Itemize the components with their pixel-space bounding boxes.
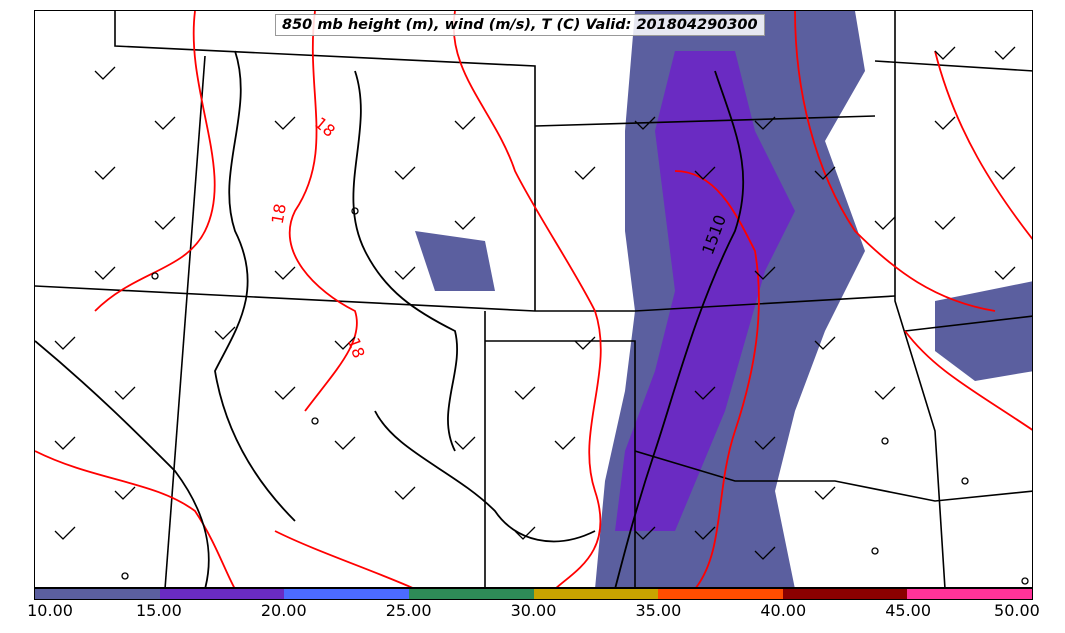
colorbar-tick-label: 10.00 bbox=[27, 601, 73, 620]
map-title: 850 mb height (m), wind (m/s), T (C) Val… bbox=[275, 14, 765, 36]
shaded-band bbox=[415, 11, 1032, 587]
weather-map: 18 18 18 1510 bbox=[35, 11, 1032, 587]
colorbar-tick-labels: 10.00 15.00 20.00 25.00 30.00 35.00 40.00 45.00… bbox=[27, 601, 1040, 623]
colorbar-segment bbox=[408, 589, 534, 599]
shaded-patch-west bbox=[415, 231, 495, 291]
colorbar-segment bbox=[159, 589, 285, 599]
colorbar-tick-label: 30.00 bbox=[510, 601, 557, 620]
shaded-patch-east bbox=[935, 281, 1032, 381]
colorbar-segment bbox=[35, 589, 160, 599]
state-borders bbox=[35, 11, 1032, 587]
colorbar-tick-label: 15.00 bbox=[135, 601, 182, 620]
shaded-band-heavy bbox=[615, 51, 795, 531]
colorbar-tick-label: 45.00 bbox=[885, 601, 932, 620]
colorbar-segment bbox=[533, 589, 659, 599]
map-panel: 18 18 18 1510 850 mb height (m), wind (m… bbox=[34, 10, 1033, 588]
height-contours bbox=[35, 50, 745, 587]
temp-label-2: 18 bbox=[268, 202, 290, 225]
colorbar-tick-label: 35.00 bbox=[635, 601, 682, 620]
colorbar-tick-label: 25.00 bbox=[385, 601, 432, 620]
colorbar-segment bbox=[284, 589, 409, 599]
colorbar-tick-label: 40.00 bbox=[760, 601, 807, 620]
temp-label-3: 18 bbox=[344, 335, 369, 361]
colorbar bbox=[34, 588, 1033, 600]
colorbar-segment bbox=[782, 589, 908, 599]
colorbar-tick-label: 50.00 bbox=[994, 601, 1040, 620]
wind-barbs bbox=[54, 46, 1029, 585]
temperature-contours bbox=[35, 11, 1032, 587]
colorbar-tick-label: 20.00 bbox=[260, 601, 307, 620]
colorbar-segment bbox=[658, 589, 783, 599]
colorbar-segment bbox=[907, 589, 1032, 599]
